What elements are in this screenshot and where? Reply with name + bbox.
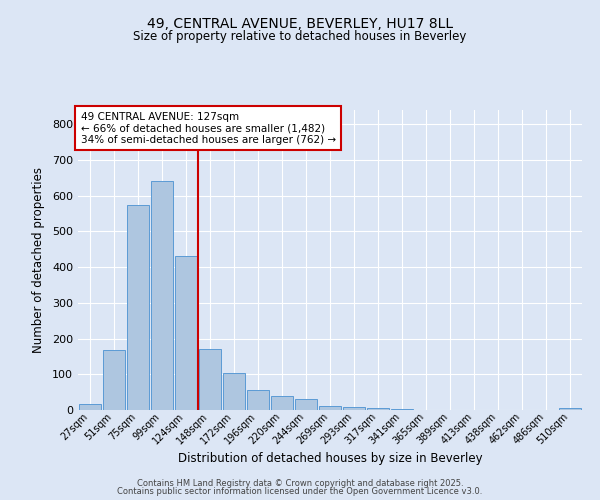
Text: 49 CENTRAL AVENUE: 127sqm
← 66% of detached houses are smaller (1,482)
34% of se: 49 CENTRAL AVENUE: 127sqm ← 66% of detac… xyxy=(80,112,335,144)
Bar xyxy=(343,407,365,410)
Bar xyxy=(559,408,581,410)
Bar xyxy=(247,390,269,410)
Y-axis label: Number of detached properties: Number of detached properties xyxy=(32,167,45,353)
Bar xyxy=(151,180,173,410)
Bar xyxy=(367,408,389,410)
X-axis label: Distribution of detached houses by size in Beverley: Distribution of detached houses by size … xyxy=(178,452,482,465)
Bar xyxy=(223,373,245,410)
Bar xyxy=(175,256,197,410)
Bar xyxy=(103,350,125,410)
Bar xyxy=(295,400,317,410)
Text: 49, CENTRAL AVENUE, BEVERLEY, HU17 8LL: 49, CENTRAL AVENUE, BEVERLEY, HU17 8LL xyxy=(147,18,453,32)
Bar xyxy=(127,204,149,410)
Bar xyxy=(79,404,101,410)
Text: Size of property relative to detached houses in Beverley: Size of property relative to detached ho… xyxy=(133,30,467,43)
Bar xyxy=(199,350,221,410)
Text: Contains HM Land Registry data © Crown copyright and database right 2025.: Contains HM Land Registry data © Crown c… xyxy=(137,478,463,488)
Bar xyxy=(319,406,341,410)
Bar xyxy=(391,409,413,410)
Text: Contains public sector information licensed under the Open Government Licence v3: Contains public sector information licen… xyxy=(118,487,482,496)
Bar xyxy=(271,396,293,410)
